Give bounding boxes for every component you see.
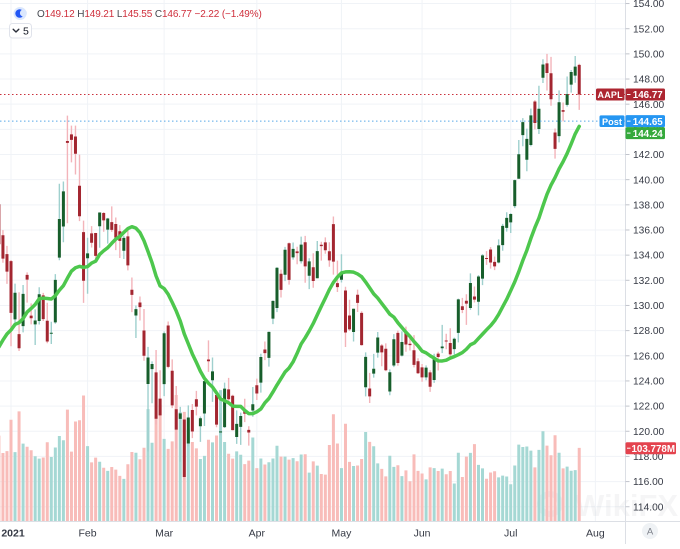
svg-text:O149.12 H149.21 L145.55 C146.7: O149.12 H149.21 L145.55 C146.77 −2.22 (−… bbox=[37, 9, 262, 20]
svg-text:AAPL: AAPL bbox=[598, 90, 624, 100]
svg-text:Jun: Jun bbox=[414, 528, 431, 540]
svg-text:150.00: 150.00 bbox=[633, 49, 664, 60]
svg-text:148.00: 148.00 bbox=[633, 75, 664, 86]
svg-text:144.24: 144.24 bbox=[633, 129, 664, 140]
svg-text:146.00: 146.00 bbox=[633, 100, 664, 111]
svg-text:138.00: 138.00 bbox=[633, 200, 664, 211]
svg-text:114.00: 114.00 bbox=[633, 502, 664, 513]
svg-text:5: 5 bbox=[23, 26, 29, 38]
svg-text:130.00: 130.00 bbox=[633, 301, 664, 312]
svg-text:WikiFX: WikiFX bbox=[575, 488, 678, 523]
svg-text:132.00: 132.00 bbox=[633, 276, 664, 287]
svg-text:Jul: Jul bbox=[504, 528, 517, 540]
svg-text:116.00: 116.00 bbox=[633, 477, 664, 488]
svg-text:May: May bbox=[332, 528, 353, 540]
svg-text:Mar: Mar bbox=[155, 528, 174, 540]
svg-text:118.00: 118.00 bbox=[633, 452, 664, 463]
svg-text:128.00: 128.00 bbox=[633, 326, 664, 337]
svg-text:140.00: 140.00 bbox=[633, 175, 664, 186]
svg-text:A: A bbox=[647, 527, 654, 538]
svg-text:144.65: 144.65 bbox=[633, 117, 664, 128]
svg-text:103.778M: 103.778M bbox=[631, 444, 675, 455]
svg-text:126.00: 126.00 bbox=[633, 351, 664, 362]
svg-text:120.00: 120.00 bbox=[633, 427, 664, 438]
svg-text:142.00: 142.00 bbox=[633, 150, 664, 161]
svg-text:146.77: 146.77 bbox=[633, 90, 664, 101]
svg-text:Feb: Feb bbox=[79, 528, 97, 540]
svg-text:124.00: 124.00 bbox=[633, 377, 664, 388]
svg-text:2021: 2021 bbox=[1, 528, 25, 540]
svg-text:134.00: 134.00 bbox=[633, 251, 664, 262]
svg-text:152.00: 152.00 bbox=[633, 24, 664, 35]
svg-text:154.00: 154.00 bbox=[633, 0, 664, 10]
svg-text:136.00: 136.00 bbox=[633, 226, 664, 237]
svg-text:Apr: Apr bbox=[249, 528, 266, 540]
svg-text:Aug: Aug bbox=[586, 528, 605, 540]
svg-text:Post: Post bbox=[602, 117, 622, 127]
svg-text:122.00: 122.00 bbox=[633, 402, 664, 413]
